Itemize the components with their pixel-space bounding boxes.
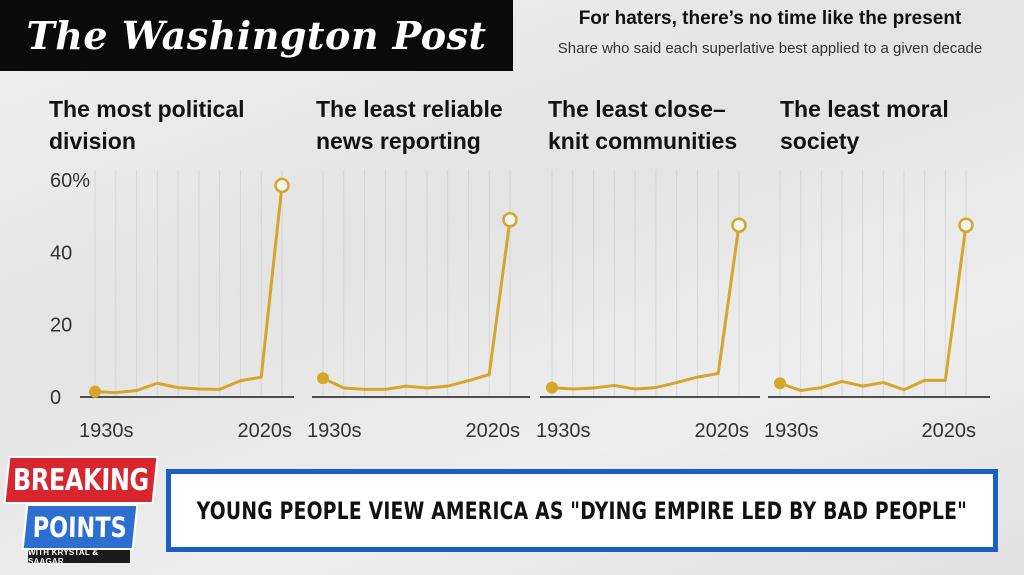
y-tick-label: 60% xyxy=(50,170,90,192)
series-line xyxy=(551,225,741,391)
y-tick-label: 20 xyxy=(50,315,72,337)
start-point xyxy=(89,385,101,398)
breaking-badge: BREAKING xyxy=(5,458,157,502)
x-tick-label-start: 1930s xyxy=(307,420,362,442)
series-line xyxy=(322,219,512,391)
panel-title-2-line-1: The least reliable xyxy=(316,96,503,122)
x-tick-label-end: 2020s xyxy=(466,420,521,442)
x-tick-label-end: 2020s xyxy=(695,420,750,442)
panel-title-4-line-1: The least moral xyxy=(780,96,949,122)
x-tick-label-end: 2020s xyxy=(922,420,977,442)
chart-headline: For haters, there’s no time like the pre… xyxy=(578,8,962,29)
points-badge: POINTS xyxy=(23,506,137,548)
y-tick-label: 40 xyxy=(50,242,72,264)
panel-title-3-line-1: The least close– xyxy=(548,96,726,122)
breaking-text: BREAKING xyxy=(12,462,150,498)
panel-title-1: The most political division xyxy=(49,93,279,157)
x-tick-label-end: 2020s xyxy=(238,420,293,442)
panel-title-1-line-1: The most political xyxy=(49,96,245,122)
breaking-points-logo: BREAKING POINTS WITH KRYSTAL & SAAGAR xyxy=(4,458,164,570)
start-point xyxy=(774,377,786,390)
small-multiples-chart: 60% 40 20 0 1930s 2020s 1930s 2020s 1930s 2020s 19… xyxy=(50,170,990,442)
panel-title-3: The least close– knit communities xyxy=(548,93,778,157)
end-point xyxy=(502,212,518,228)
panel-title-3-line-2: knit communities xyxy=(548,128,738,154)
hosts-tagline: WITH KRYSTAL & SAAGAR xyxy=(28,548,130,566)
lower-third-headline: YOUNG PEOPLE VIEW AMERICA AS "DYING EMPI… xyxy=(196,496,968,525)
series-line xyxy=(94,185,284,395)
panel-title-1-line-2: division xyxy=(49,128,136,154)
lower-third-banner: YOUNG PEOPLE VIEW AMERICA AS "DYING EMPI… xyxy=(166,469,998,552)
y-tick-label: 0 xyxy=(50,387,61,409)
panel-title-4-line-2: society xyxy=(780,128,860,154)
chart-subhead: Share who said each superlative best app… xyxy=(557,40,983,57)
x-tick-label-start: 1930s xyxy=(79,420,134,442)
logo-text: The Washington Post xyxy=(26,13,487,58)
panel-title-4: The least moral society xyxy=(780,93,1010,157)
points-text: POINTS xyxy=(32,510,128,544)
lower-third-inner: YOUNG PEOPLE VIEW AMERICA AS "DYING EMPI… xyxy=(171,474,993,547)
end-point xyxy=(958,217,974,233)
panel-title-2-line-2: news reporting xyxy=(316,128,481,154)
series-line xyxy=(779,225,968,392)
x-tick-label-start: 1930s xyxy=(536,420,591,442)
end-point xyxy=(731,217,747,233)
start-point xyxy=(546,381,558,394)
washington-post-logo: The Washington Post xyxy=(0,0,513,71)
panel-title-2: The least reliable news reporting xyxy=(316,93,546,157)
x-tick-label-start: 1930s xyxy=(764,420,819,442)
end-point xyxy=(274,177,290,194)
start-point xyxy=(317,372,329,385)
